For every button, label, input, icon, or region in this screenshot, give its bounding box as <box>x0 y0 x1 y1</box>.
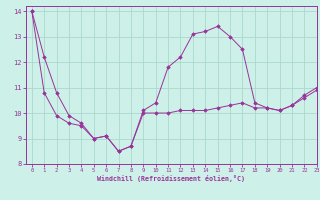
X-axis label: Windchill (Refroidissement éolien,°C): Windchill (Refroidissement éolien,°C) <box>97 175 245 182</box>
